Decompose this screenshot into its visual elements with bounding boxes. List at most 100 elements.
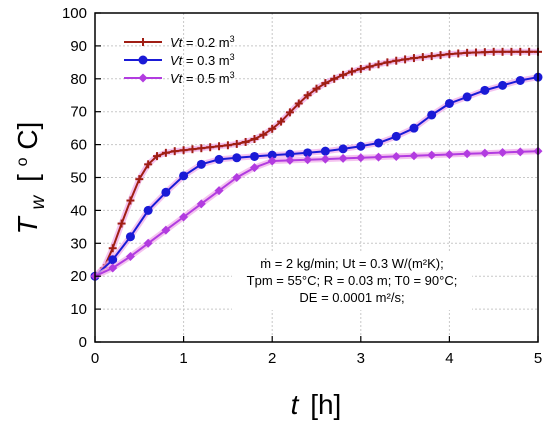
data-point <box>444 149 454 159</box>
data-point <box>117 219 126 228</box>
data-point <box>179 212 189 222</box>
data-point <box>444 98 454 108</box>
data-point <box>462 149 472 159</box>
data-point <box>498 147 508 157</box>
y-axis-unit-sup: o <box>14 157 31 166</box>
series-2 <box>90 72 543 281</box>
data-point <box>277 117 286 126</box>
data-point <box>445 50 454 59</box>
series-layer <box>90 47 543 281</box>
data-point <box>383 58 392 67</box>
legend: Vt = 0.2 m3 Vt = 0.3 m3 Vt = 0.5 m3 <box>124 34 235 86</box>
data-point <box>144 160 153 169</box>
y-tick-label: 80 <box>70 71 87 88</box>
legend-item-3: Vt = 0.5 m3 <box>124 70 235 86</box>
data-point <box>516 47 525 56</box>
data-point <box>285 155 295 165</box>
x-tick-label: 4 <box>445 350 453 367</box>
data-point <box>356 153 366 163</box>
data-point <box>214 186 224 196</box>
data-point <box>125 232 135 242</box>
data-point <box>196 199 206 209</box>
data-point <box>249 163 259 173</box>
data-point <box>427 150 437 160</box>
x-tick-label: 0 <box>91 350 99 367</box>
data-point <box>320 146 330 156</box>
data-point <box>339 70 348 79</box>
data-point <box>454 49 463 58</box>
x-axis-label: t [h] <box>291 389 342 420</box>
data-point <box>498 47 507 56</box>
data-point <box>480 148 490 158</box>
data-point <box>153 152 162 161</box>
data-point <box>196 159 206 169</box>
data-point <box>188 145 197 154</box>
legend-swatch-marker <box>138 55 148 65</box>
legend-label: Vt = 0.5 m3 <box>170 70 235 86</box>
y-axis-sub: w <box>28 194 49 209</box>
data-point <box>259 130 268 139</box>
data-point <box>436 51 445 60</box>
data-point <box>347 67 356 76</box>
data-point <box>303 148 313 158</box>
data-point <box>267 150 277 160</box>
data-point <box>179 146 188 155</box>
data-point <box>471 48 480 57</box>
data-point <box>374 60 383 69</box>
data-point <box>409 123 419 133</box>
data-point <box>268 124 277 133</box>
y-tick-label: 100 <box>62 5 87 22</box>
data-point <box>126 196 135 205</box>
data-point <box>321 79 330 88</box>
data-point <box>507 47 516 56</box>
data-point <box>312 84 321 93</box>
data-point <box>515 147 525 157</box>
data-point <box>330 74 339 83</box>
x-axis-unit: [h] <box>310 389 341 420</box>
data-point <box>161 225 171 235</box>
y-tick-label: 50 <box>70 170 87 187</box>
legend-item-1: Vt = 0.2 m3 <box>124 34 235 50</box>
legend-swatch-marker <box>138 73 148 83</box>
data-point <box>374 152 384 162</box>
data-point <box>108 255 118 265</box>
data-point <box>356 141 366 151</box>
data-point <box>249 151 259 161</box>
data-point <box>409 151 419 161</box>
data-point <box>215 142 224 151</box>
data-point <box>143 205 153 215</box>
data-point <box>294 99 303 108</box>
data-point <box>232 139 241 148</box>
data-point <box>498 80 508 90</box>
y-tick-label: 0 <box>79 334 87 351</box>
y-axis-label: T w [ o C] <box>2 122 50 235</box>
data-point <box>303 91 312 100</box>
y-axis-unit-rest: C] <box>12 122 43 150</box>
annotation-background <box>232 252 472 310</box>
data-point <box>320 154 330 164</box>
annotation-line-3: DE = 0.0001 m²/s; <box>299 290 404 305</box>
data-point <box>108 263 118 273</box>
data-point <box>525 47 534 56</box>
data-point <box>463 48 472 57</box>
data-point <box>365 62 374 71</box>
y-tick-label: 30 <box>70 235 87 252</box>
y-tick-label: 40 <box>70 202 87 219</box>
data-point <box>515 75 525 85</box>
data-point <box>161 148 170 157</box>
y-tick-label: 20 <box>70 268 87 285</box>
series-line <box>94 76 539 277</box>
data-point <box>125 251 135 261</box>
x-tick-label: 3 <box>357 350 365 367</box>
legend-label: Vt = 0.2 m3 <box>170 34 235 50</box>
data-point <box>135 175 144 184</box>
y-axis-var: T <box>12 215 43 234</box>
series-3 <box>90 146 543 281</box>
axis-ticks: 0 10 20 30 40 50 60 70 80 90 100 0 1 2 3 4 5 <box>62 5 542 367</box>
data-point <box>338 153 348 163</box>
data-point <box>480 85 490 95</box>
y-tick-label: 10 <box>70 301 87 318</box>
x-axis-var: t <box>291 389 300 420</box>
x-tick-label: 1 <box>179 350 187 367</box>
